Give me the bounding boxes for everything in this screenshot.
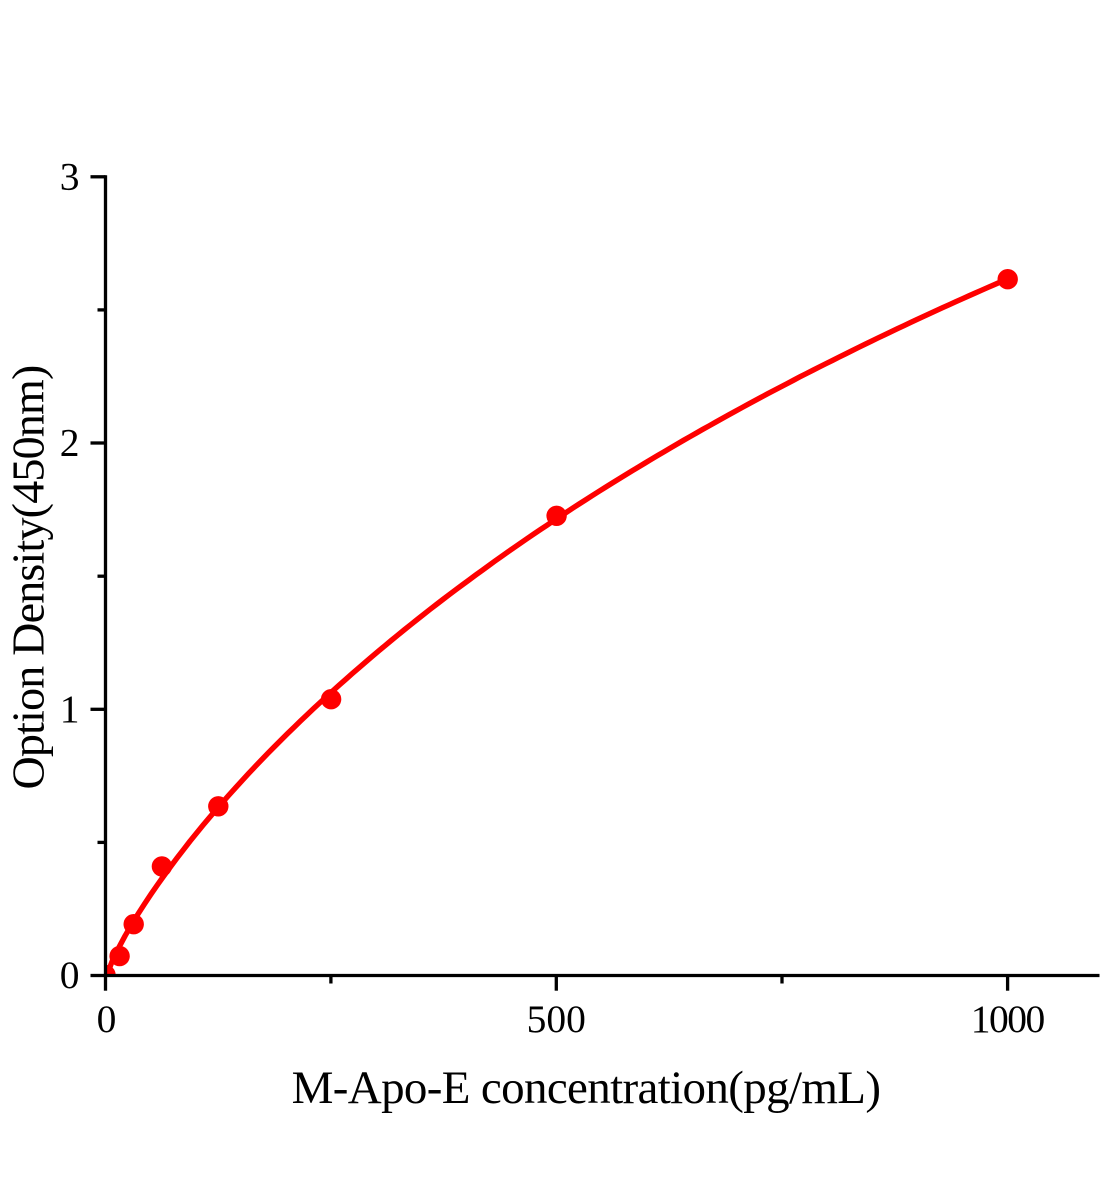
- svg-text:3: 3: [60, 155, 80, 199]
- svg-text:Option Density(450nm): Option Density(450nm): [3, 366, 54, 790]
- svg-text:500: 500: [527, 997, 586, 1041]
- svg-text:2: 2: [60, 421, 80, 465]
- svg-text:0: 0: [97, 997, 117, 1041]
- svg-text:0: 0: [60, 953, 80, 997]
- svg-text:1000: 1000: [971, 997, 1045, 1041]
- svg-text:1: 1: [60, 687, 80, 731]
- svg-text:M-Apo-E concentration(pg/mL): M-Apo-E concentration(pg/mL): [292, 1062, 881, 1114]
